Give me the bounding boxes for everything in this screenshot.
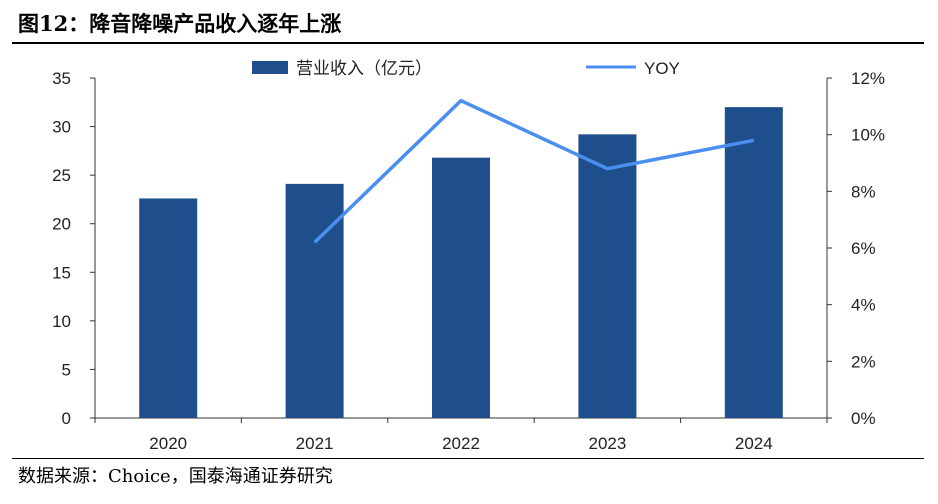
footer-rule <box>12 458 924 459</box>
x-tick-label: 2020 <box>149 434 187 453</box>
legend-bar-swatch <box>252 61 288 74</box>
y-right-tick-label: 2% <box>851 352 876 371</box>
bar-2020 <box>139 198 198 418</box>
yoy-line <box>313 98 755 244</box>
figure-title: 图12：降音降噪产品收入逐年上涨 <box>18 11 342 36</box>
bar-2021 <box>285 183 344 418</box>
bar-2023 <box>578 134 637 419</box>
x-tick-label: 2021 <box>296 434 334 453</box>
title-rule <box>12 42 924 44</box>
x-tick-label: 2023 <box>588 434 626 453</box>
bar-2022 <box>432 157 490 418</box>
y-right-tick-label: 4% <box>851 296 876 315</box>
legend-line-label: YOY <box>644 59 680 78</box>
y-left-tick-label: 5 <box>62 360 71 379</box>
y-right-tick-label: 0% <box>851 409 876 428</box>
y-right-tick-label: 10% <box>851 126 885 145</box>
y-right-tick-label: 6% <box>851 239 876 258</box>
source-note: 数据来源：Choice，国泰海通证券研究 <box>18 466 333 487</box>
y-left-tick-label: 10 <box>52 312 71 331</box>
line-layer <box>313 98 755 244</box>
y-left-tick-label: 15 <box>52 263 71 282</box>
y-left-tick-label: 0 <box>62 409 71 428</box>
x-tick-label: 2022 <box>442 434 480 453</box>
bar-2024 <box>724 107 783 419</box>
x-tick-label: 2024 <box>735 434 773 453</box>
y-left-tick-label: 35 <box>52 69 71 88</box>
y-right-tick-label: 12% <box>851 69 885 88</box>
legend-bar-label: 营业收入（亿元） <box>296 59 432 78</box>
y-right-tick-label: 8% <box>851 182 876 201</box>
ticks-layer: 0 5 10 15 20 25 30 35 0% 2% 4% 6% 8% 10% 12% 2020 2021 20… <box>52 69 885 453</box>
legend: 营业收入（亿元） YOY <box>252 59 680 78</box>
y-left-tick-label: 25 <box>52 166 71 185</box>
y-left-tick-label: 20 <box>52 215 71 234</box>
y-left-tick-label: 30 <box>52 118 71 137</box>
bars-layer <box>139 107 783 419</box>
